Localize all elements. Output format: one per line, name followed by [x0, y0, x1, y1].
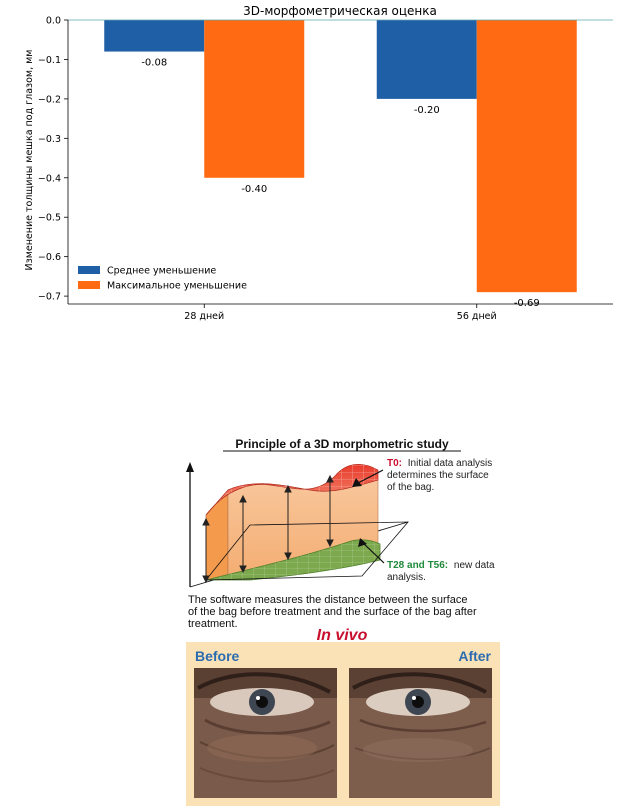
legend-label: Максимальное уменьшение: [107, 281, 247, 292]
bar-max-1: [204, 20, 305, 178]
y-tick-label: −0.2: [38, 94, 61, 105]
t0-line-3: of the bag.: [387, 482, 434, 493]
bar-mean-2: [376, 20, 477, 99]
x-tick-label: 56 дней: [457, 311, 497, 322]
bar-chart: 3D-морфометрическая оценка -0.08 -0.40 -0.…: [24, 4, 613, 322]
y-axis-label: Изменение толщины мешка под глазом, мм: [24, 50, 35, 271]
x-tick-label: 28 дней: [184, 311, 224, 322]
in-vivo-label: In vivo: [317, 627, 368, 644]
bar-max-2: [476, 20, 577, 293]
legend-swatch: [78, 281, 100, 289]
t0-note: T0: Initial data analysis: [387, 458, 492, 469]
after-label: After: [458, 648, 491, 664]
before-eye-photo: [194, 668, 337, 798]
t28-note: T28 and T56: new data: [387, 560, 495, 571]
caption-line-1: The software measures the distance betwe…: [188, 594, 467, 606]
morphometric-infographic: Principle of a 3D morphometric study: [186, 437, 500, 806]
y-tick-label: −0.4: [38, 173, 61, 184]
t28-line-2: analysis.: [387, 572, 426, 583]
caption-line-2: of the bag before treatment and the surf…: [188, 606, 477, 618]
t0-tag: T0:: [387, 458, 402, 469]
legend-swatch: [78, 266, 100, 274]
caption-line-3: treatment.: [188, 618, 238, 630]
3d-diagram: [186, 462, 409, 588]
data-label: -0.20: [414, 105, 440, 116]
legend-label: Среднее уменьшение: [107, 266, 216, 277]
chart-title: 3D-морфометрическая оценка: [243, 4, 437, 18]
y-tick-label: −0.5: [38, 213, 61, 224]
chart-legend: Среднее уменьшение Максимальное уменьшени…: [78, 266, 247, 292]
t0-line-2: determines the surface: [387, 470, 489, 481]
y-tick-label: −0.1: [38, 55, 61, 66]
infographic-title: Principle of a 3D morphometric study: [235, 437, 449, 451]
y-tick-label: −0.3: [38, 134, 61, 145]
y-tick-label: −0.6: [38, 252, 61, 263]
t28-tag: T28 and T56:: [387, 560, 448, 571]
y-tick-label: 0.0: [46, 16, 61, 27]
before-after-panel: Before After: [186, 642, 500, 806]
data-label: -0.40: [241, 184, 267, 195]
t28-line-1: new data: [454, 560, 495, 571]
data-label: -0.08: [141, 58, 167, 69]
before-label: Before: [195, 648, 240, 664]
t0-line-1: Initial data analysis: [408, 458, 493, 469]
bar-mean-1: [104, 20, 205, 52]
after-eye-photo: [349, 668, 492, 798]
y-tick-label: −0.7: [38, 292, 61, 303]
